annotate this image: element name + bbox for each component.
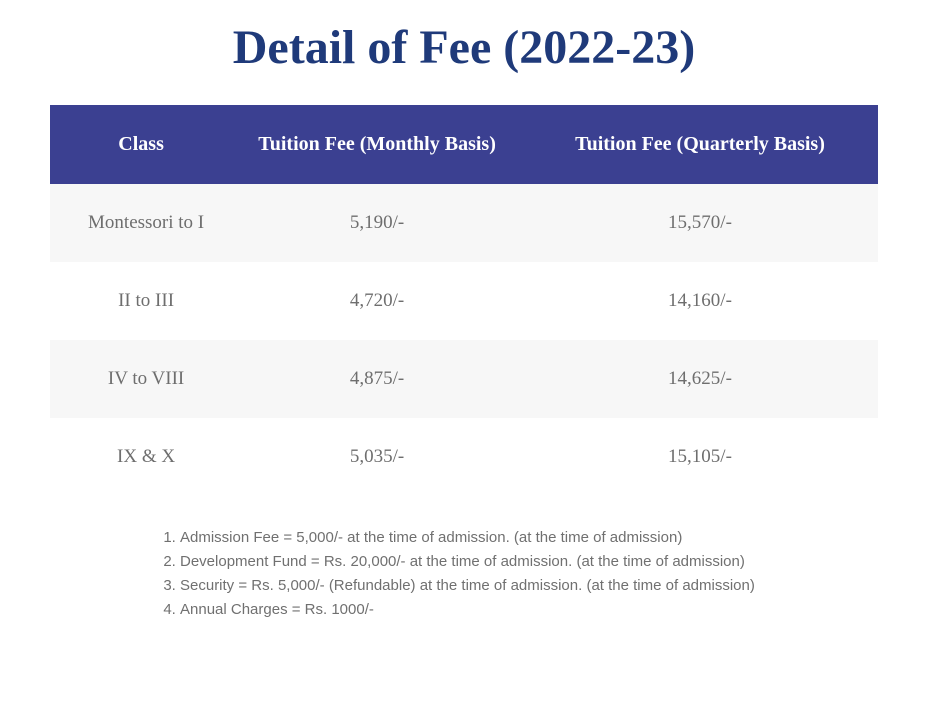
cell-quarterly: 14,160/- (522, 262, 878, 340)
notes-section: Admission Fee = 5,000/- at the time of a… (0, 496, 928, 622)
note-item: Annual Charges = Rs. 1000/- (180, 598, 928, 622)
cell-monthly: 4,875/- (232, 340, 522, 418)
cell-quarterly: 14,625/- (522, 340, 878, 418)
table-row: IV to VIII 4,875/- 14,625/- (50, 340, 878, 418)
table-row: Montessori to I 5,190/- 15,570/- (50, 184, 878, 262)
notes-list: Admission Fee = 5,000/- at the time of a… (160, 526, 928, 622)
cell-quarterly: 15,105/- (522, 418, 878, 496)
cell-quarterly: 15,570/- (522, 184, 878, 262)
cell-class: IV to VIII (50, 340, 232, 418)
table-row: II to III 4,720/- 14,160/- (50, 262, 878, 340)
table-row: IX & X 5,035/- 15,105/- (50, 418, 878, 496)
fee-table-container: Class Tuition Fee (Monthly Basis) Tuitio… (0, 105, 928, 496)
cell-monthly: 5,190/- (232, 184, 522, 262)
cell-class: IX & X (50, 418, 232, 496)
cell-monthly: 5,035/- (232, 418, 522, 496)
column-header-class: Class (50, 105, 232, 184)
fee-table: Class Tuition Fee (Monthly Basis) Tuitio… (50, 105, 878, 496)
table-header-row: Class Tuition Fee (Monthly Basis) Tuitio… (50, 105, 878, 184)
cell-class: Montessori to I (50, 184, 232, 262)
column-header-quarterly: Tuition Fee (Quarterly Basis) (522, 105, 878, 184)
cell-monthly: 4,720/- (232, 262, 522, 340)
page-title: Detail of Fee (2022-23) (0, 0, 928, 105)
note-item: Admission Fee = 5,000/- at the time of a… (180, 526, 928, 550)
cell-class: II to III (50, 262, 232, 340)
note-item: Development Fund = Rs. 20,000/- at the t… (180, 550, 928, 574)
note-item: Security = Rs. 5,000/- (Refundable) at t… (180, 574, 928, 598)
column-header-monthly: Tuition Fee (Monthly Basis) (232, 105, 522, 184)
